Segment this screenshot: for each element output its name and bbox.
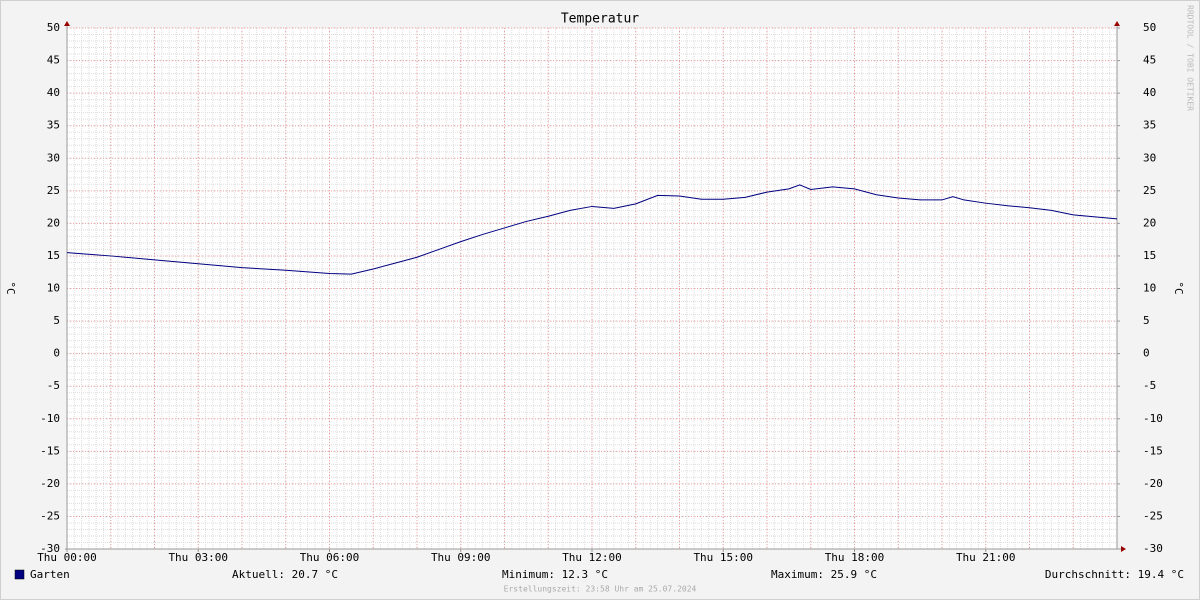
y-tick-label: 20 — [47, 216, 60, 229]
y2-tick-label: -10 — [1143, 412, 1163, 425]
y2-tick-label: 0 — [1143, 347, 1150, 360]
y2-tick-label: -30 — [1143, 542, 1163, 555]
y2-axis-label: °C — [1172, 281, 1185, 294]
y-tick-label: 30 — [47, 151, 60, 164]
x-tick-label: Thu 03:00 — [168, 551, 228, 564]
y-tick-label: -10 — [40, 412, 60, 425]
y-tick-label: 50 — [47, 21, 60, 34]
y2-tick-label: -15 — [1143, 444, 1163, 457]
y2-tick-label: 20 — [1143, 216, 1156, 229]
y-tick-label: 15 — [47, 249, 60, 262]
axis-arrow — [64, 21, 70, 26]
y2-tick-label: -5 — [1143, 379, 1156, 392]
axis-arrow — [1114, 21, 1120, 26]
y2-tick-label: 25 — [1143, 184, 1156, 197]
y-tick-label: 35 — [47, 119, 60, 132]
legend-swatch — [14, 569, 25, 580]
y2-tick-label: -25 — [1143, 509, 1163, 522]
y-tick-label: 45 — [47, 54, 60, 67]
x-tick-label: Thu 15:00 — [693, 551, 753, 564]
chart-title: Temperatur — [561, 12, 639, 27]
x-tick-label: Thu 21:00 — [956, 551, 1016, 564]
stat: Maximum: 25.9 °C — [771, 568, 877, 581]
y2-tick-label: 10 — [1143, 282, 1156, 295]
grid — [66, 27, 1118, 550]
y-tick-label: 25 — [47, 184, 60, 197]
y-tick-label: 40 — [47, 86, 60, 99]
x-tick-label: Thu 00:00 — [37, 551, 97, 564]
stat: Minimum: 12.3 °C — [502, 568, 608, 581]
y2-tick-label: 5 — [1143, 314, 1150, 327]
y-tick-label: -25 — [40, 509, 60, 522]
y2-tick-label: 30 — [1143, 151, 1156, 164]
y2-tick-label: 15 — [1143, 249, 1156, 262]
x-tick-label: Thu 12:00 — [562, 551, 622, 564]
y2-tick-label: -20 — [1143, 477, 1163, 490]
watermark: RRDTOOL / TOBI OETIKER — [1186, 5, 1195, 111]
footer: Erstellungszeit: 23:58 Uhr am 25.07.2024 — [504, 585, 697, 594]
y-tick-label: -5 — [47, 379, 60, 392]
y2-tick-label: 50 — [1143, 21, 1156, 34]
y2-tick-label: 35 — [1143, 119, 1156, 132]
y-tick-label: 10 — [47, 282, 60, 295]
series-line — [66, 184, 1118, 275]
y-tick-label: 0 — [53, 347, 60, 360]
y2-tick-label: 45 — [1143, 54, 1156, 67]
y-tick-label: -20 — [40, 477, 60, 490]
x-tick-label: Thu 18:00 — [825, 551, 885, 564]
legend-label: Garten — [30, 568, 70, 581]
y2-tick-label: 40 — [1143, 86, 1156, 99]
x-tick-label: Thu 06:00 — [300, 551, 360, 564]
y-tick-label: 5 — [53, 314, 60, 327]
axis-arrow — [1121, 546, 1126, 552]
y-axis-label: °C — [4, 281, 17, 294]
x-tick-label: Thu 09:00 — [431, 551, 491, 564]
y-tick-label: -15 — [40, 444, 60, 457]
stat: Durchschnitt: 19.4 °C — [1045, 568, 1184, 581]
y-tick-label: -30 — [40, 542, 60, 555]
stat: Aktuell: 20.7 °C — [232, 568, 338, 581]
